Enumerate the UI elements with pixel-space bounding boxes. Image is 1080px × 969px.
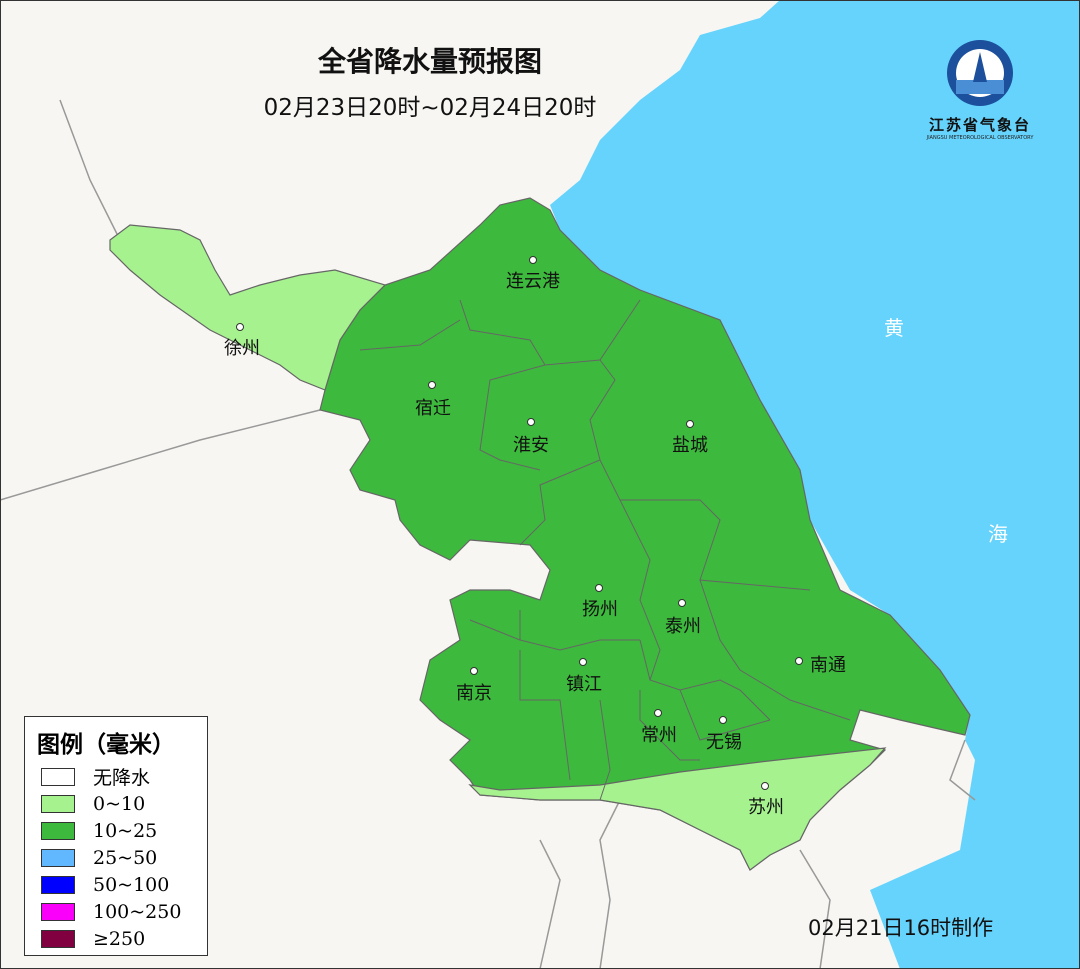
city-label: 淮安: [513, 435, 549, 456]
city-label: 南通: [810, 655, 846, 676]
logo-name: 江苏省气象台: [928, 116, 1031, 134]
legend-item: 100~250: [41, 898, 207, 925]
legend-swatch: [41, 929, 75, 948]
sea-area: [550, 0, 1080, 969]
legend-item: 10~25: [41, 817, 207, 844]
sea-label: 海: [988, 522, 1008, 546]
legend-label: 无降水: [93, 767, 151, 789]
legend-label: 100~250: [93, 900, 182, 923]
forecast-period: 02月23日20时~02月24日20时: [263, 95, 597, 121]
province-borders: [0, 99, 976, 969]
map-title: 全省降水量预报图: [317, 45, 542, 78]
legend-swatch: [41, 875, 75, 894]
logo-english: JIANGSU METEOROLOGICAL OBSERVATORY: [926, 135, 1034, 141]
legend-item: 0~10: [41, 790, 207, 817]
production-time: 02月21日16时制作: [808, 916, 994, 940]
city-label: 泰州: [665, 616, 701, 637]
legend-label: 10~25: [93, 819, 158, 842]
legend-item: 无降水: [41, 763, 207, 790]
jiangsu-10-25mm-area: [319, 197, 971, 871]
observatory-emblem-icon: [947, 40, 1013, 106]
city-label: 宿迁: [415, 398, 451, 419]
city-label: 无锡: [706, 732, 742, 753]
legend-label: 50~100: [93, 873, 170, 896]
city-label: 镇江: [566, 674, 602, 695]
legend-item: ≥250: [41, 925, 207, 952]
legend-label: 25~50: [93, 846, 158, 869]
legend-swatch: [41, 794, 75, 813]
city-label: 盐城: [672, 435, 708, 456]
sea-label: 黄: [884, 316, 904, 340]
city-borders: [359, 299, 851, 801]
legend-title: 图例（毫米）: [37, 731, 175, 758]
xuzhou-0-10mm-area: [109, 224, 387, 391]
legend: 图例（毫米） 无降水 0~10 10~25 25~50 50~100 100~2…: [24, 716, 208, 956]
city-label: 扬州: [582, 599, 618, 620]
legend-label: ≥250: [93, 927, 146, 950]
city-label: 苏州: [748, 797, 784, 818]
observatory-logo: 江苏省气象台 JIANGSU METEOROLOGICAL OBSERVATOR…: [905, 38, 1055, 141]
legend-swatch: [41, 902, 75, 921]
city-label: 徐州: [224, 338, 260, 359]
legend-label: 0~10: [93, 792, 146, 815]
city-label: 常州: [641, 725, 677, 746]
legend-swatch: [41, 848, 75, 867]
city-label: 连云港: [506, 271, 560, 292]
legend-item: 50~100: [41, 871, 207, 898]
city-dots: [236, 256, 803, 790]
legend-item: 25~50: [41, 844, 207, 871]
legend-swatch: [41, 821, 75, 840]
city-label: 南京: [456, 683, 492, 704]
legend-swatch: [41, 767, 75, 786]
